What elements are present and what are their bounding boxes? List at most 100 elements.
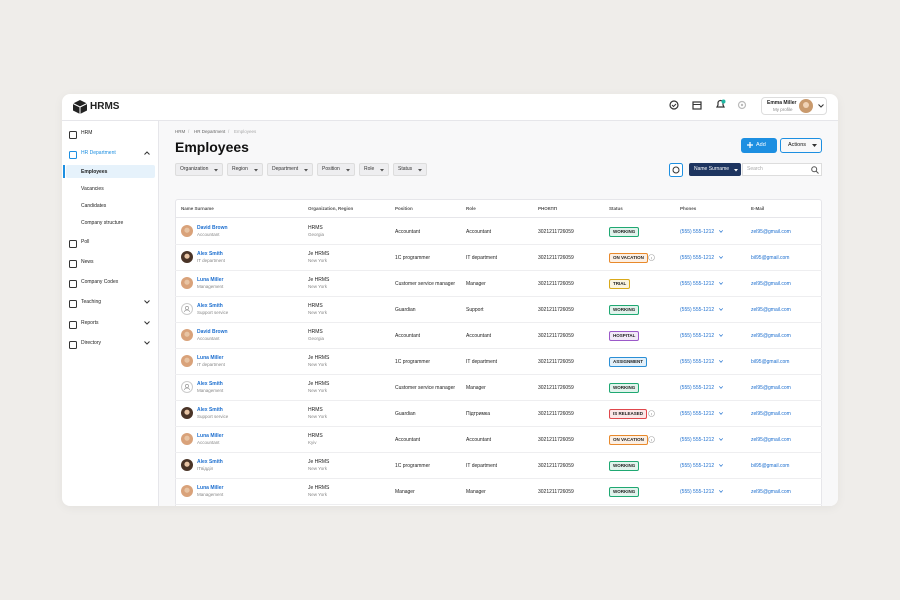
phone-caret[interactable] [719, 230, 723, 233]
phone-caret[interactable] [719, 256, 723, 259]
tax-code: 3021211726059 [538, 254, 574, 261]
column-header[interactable]: Phones [680, 206, 697, 211]
profile-button[interactable] [761, 97, 827, 115]
region: New York [308, 466, 328, 471]
user-link[interactable]: My profile [773, 107, 793, 112]
status-badge: WORKING [609, 383, 640, 393]
phone[interactable]: (555) 555-1212 [680, 306, 715, 313]
avatar [181, 225, 193, 237]
email[interactable]: zel95@gmail.com [751, 306, 791, 313]
employee-name[interactable]: Alex Smith [197, 407, 223, 413]
employee-name[interactable]: Luna Miller [197, 485, 224, 491]
filter-dropdown[interactable]: Region [227, 163, 263, 176]
phone[interactable]: (555) 555-1212 [680, 358, 715, 365]
sidebar-item[interactable]: Company structure [81, 220, 124, 226]
phone[interactable]: (555) 555-1212 [680, 228, 715, 235]
add-button[interactable] [741, 138, 777, 153]
column-header[interactable]: E-Mail [751, 206, 765, 211]
phone-caret[interactable] [719, 386, 723, 389]
sidebar-item[interactable]: HR Department [81, 150, 116, 156]
avatar [181, 277, 193, 289]
sidebar-item[interactable]: Directory [81, 340, 102, 346]
employee-name[interactable]: Luna Miller [197, 433, 224, 439]
breadcrumb-item[interactable]: HRM [175, 129, 186, 134]
breadcrumb-item[interactable]: HR Department [194, 129, 226, 134]
employee-name[interactable]: Luna Miller [197, 355, 224, 361]
tasks-icon[interactable] [669, 100, 679, 110]
email[interactable]: zel95@gmail.com [751, 410, 791, 417]
user-avatar [799, 99, 813, 113]
sidebar-item[interactable]: News [81, 259, 94, 265]
column-header[interactable]: Status [609, 206, 623, 211]
email[interactable]: zel95@gmail.com [751, 332, 791, 339]
sidebar-item[interactable]: Reports [81, 320, 99, 326]
column-header[interactable]: Organization, Region [308, 206, 354, 211]
phone[interactable]: (555) 555-1212 [680, 254, 715, 261]
sidebar-item[interactable]: Company Codex [81, 279, 119, 285]
employee-name[interactable]: David Brown [197, 329, 228, 335]
filter-caret [304, 169, 308, 172]
settings-icon[interactable] [737, 100, 747, 110]
notifications-icon[interactable] [715, 99, 726, 110]
phone-caret[interactable] [719, 334, 723, 337]
email[interactable]: zel95@gmail.com [751, 280, 791, 287]
employee-name[interactable]: Luna Miller [197, 277, 224, 283]
employee-name[interactable]: Alex Smith [197, 381, 223, 387]
sidebar-item[interactable]: Employees [81, 169, 108, 175]
actions-button[interactable] [780, 138, 822, 153]
email[interactable]: bil95@gmail.com [751, 254, 790, 261]
phone[interactable]: (555) 555-1212 [680, 384, 715, 391]
phone[interactable]: (555) 555-1212 [680, 410, 715, 417]
email[interactable]: zel95@gmail.com [751, 384, 791, 391]
email[interactable]: bil95@gmail.com [751, 358, 790, 365]
employee-department: IT department [197, 362, 225, 367]
filter-dropdown[interactable]: Status [393, 163, 428, 176]
employee-name[interactable]: Alex Smith [197, 303, 223, 309]
sidebar-item[interactable]: Candidates [81, 203, 107, 209]
email[interactable]: bil95@gmail.com [751, 462, 790, 469]
email[interactable]: zel95@gmail.com [751, 228, 791, 235]
phone[interactable]: (555) 555-1212 [680, 488, 715, 495]
sidebar-item[interactable]: Poll [81, 239, 90, 245]
phone-caret[interactable] [719, 308, 723, 311]
settings-button[interactable] [669, 163, 683, 177]
phone[interactable]: (555) 555-1212 [680, 436, 715, 443]
table-card [175, 199, 822, 506]
email[interactable]: zel95@gmail.com [751, 436, 791, 443]
organization: HRMS [308, 433, 323, 439]
organization: HRMS [308, 329, 323, 335]
position: Accountant [395, 436, 421, 443]
column-header[interactable]: РНОКПП [538, 206, 557, 211]
phone[interactable]: (555) 555-1212 [680, 462, 715, 469]
phone[interactable]: (555) 555-1212 [680, 280, 715, 287]
filter-dropdown[interactable]: Position [317, 163, 355, 176]
employee-name[interactable]: David Brown [197, 225, 228, 231]
employee-name[interactable]: Alex Smith [197, 459, 223, 465]
sidebar-item[interactable]: Teaching [81, 299, 102, 305]
filter-caret [346, 169, 350, 172]
sidebar-item[interactable]: Vacancies [81, 186, 104, 192]
logo-text: HRMS [90, 101, 120, 112]
phone-caret[interactable] [719, 464, 723, 467]
email[interactable]: zel95@gmail.com [751, 488, 791, 495]
role: IT department [466, 254, 498, 261]
sidebar-item[interactable]: HRM [81, 130, 93, 136]
calendar-icon[interactable] [692, 100, 702, 110]
phone-caret[interactable] [719, 360, 723, 363]
column-header[interactable]: Role [466, 206, 476, 211]
phone-caret[interactable] [719, 438, 723, 441]
employee-name[interactable]: Alex Smith [197, 251, 223, 257]
filter-dropdown[interactable]: Department [267, 163, 314, 176]
filter-dropdown[interactable]: Organization [175, 163, 224, 176]
column-header[interactable]: Position [395, 206, 413, 211]
column-header[interactable]: Name Surname [181, 206, 214, 211]
search-field-select[interactable]: Name Surname [689, 163, 741, 176]
phone-caret[interactable] [719, 490, 723, 493]
filter-dropdown[interactable]: Role [359, 163, 390, 176]
expand-icon [144, 300, 150, 304]
phone[interactable]: (555) 555-1212 [680, 332, 715, 339]
phone-caret[interactable] [719, 282, 723, 285]
phone-caret[interactable] [719, 412, 723, 415]
employee-department: Management [197, 492, 224, 497]
search-input[interactable]: Search [742, 163, 822, 176]
